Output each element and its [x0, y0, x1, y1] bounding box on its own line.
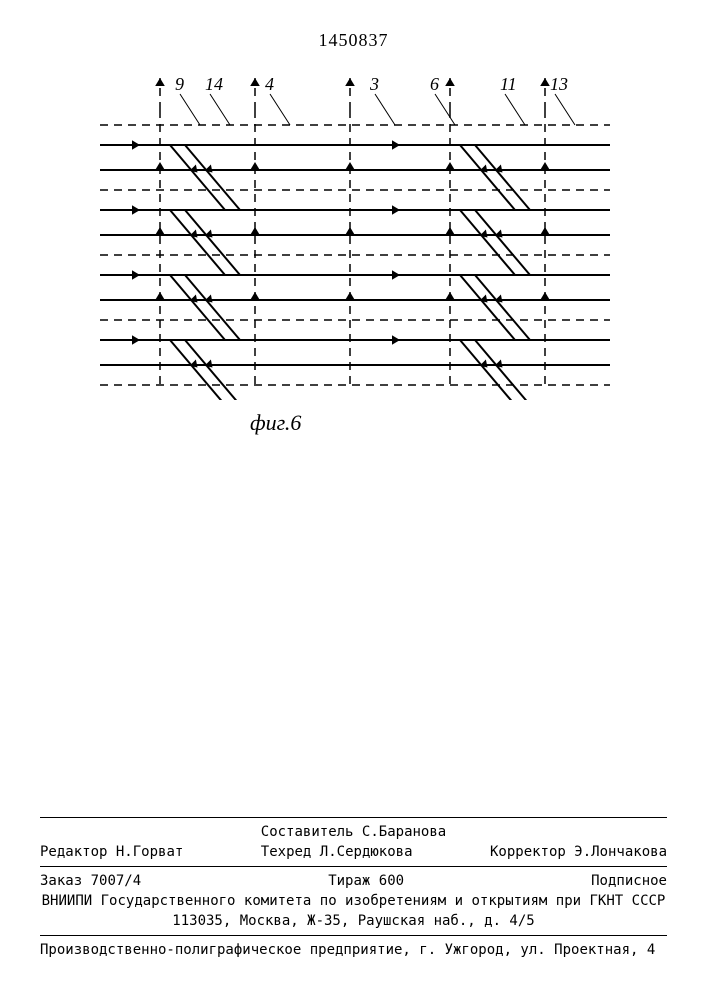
- editor-label: Редактор: [40, 844, 107, 860]
- svg-text:4: 4: [265, 74, 274, 94]
- techred-label: Техред: [261, 844, 312, 860]
- compiler-label: Составитель: [261, 824, 354, 840]
- editor-name: Н.Горват: [116, 844, 183, 860]
- figure-svg: 9 14 4 3 6 11 13: [80, 70, 620, 400]
- figure-6: 9 14 4 3 6 11 13: [80, 70, 620, 440]
- divider: [40, 866, 667, 867]
- divider: [40, 935, 667, 936]
- svg-text:14: 14: [205, 74, 223, 94]
- org-line2: 113035, Москва, Ж-35, Раушская наб., д. …: [40, 911, 667, 931]
- patent-number: 1450837: [0, 30, 707, 51]
- techred-name: Л.Сердюкова: [320, 844, 413, 860]
- order-number: 7007/4: [91, 873, 142, 889]
- org-line1: ВНИИПИ Государственного комитета по изоб…: [40, 891, 667, 911]
- corrector-label: Корректор: [490, 844, 566, 860]
- order-label: Заказ: [40, 873, 82, 889]
- subscription: Подписное: [591, 873, 667, 889]
- footer-block: Составитель С.Баранова Редактор Н.Горват…: [40, 813, 667, 960]
- circulation-number: 600: [379, 873, 404, 889]
- printer-line: Производственно-полиграфическое предприя…: [40, 940, 667, 960]
- svg-text:11: 11: [500, 74, 517, 94]
- svg-text:9: 9: [175, 74, 184, 94]
- figure-caption: фиг.6: [250, 410, 301, 436]
- circulation-label: Тираж: [328, 873, 370, 889]
- svg-text:13: 13: [550, 74, 568, 94]
- divider: [40, 817, 667, 818]
- corrector-name: Э.Лончакова: [574, 844, 667, 860]
- svg-text:3: 3: [369, 74, 379, 94]
- svg-text:6: 6: [430, 74, 439, 94]
- compiler-name: С.Баранова: [362, 824, 446, 840]
